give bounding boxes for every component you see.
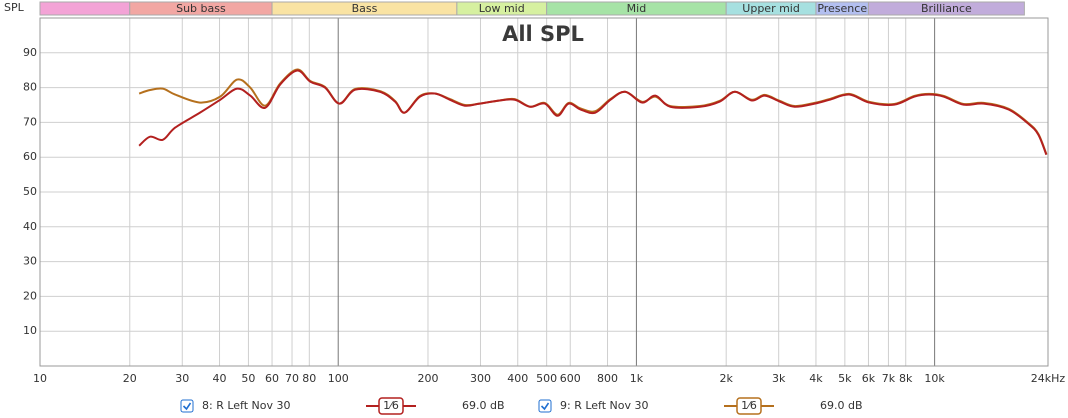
y-tick-label: 20 [23, 289, 37, 302]
band-label: Sub bass [176, 2, 226, 15]
legend-name: 8: R Left Nov 30 [202, 399, 291, 412]
x-tick-label: 5k [838, 372, 852, 385]
y-tick-label: 90 [23, 46, 37, 59]
checkbox-box[interactable] [180, 399, 194, 413]
legend-name: 9: R Left Nov 30 [560, 399, 649, 412]
y-tick-label: 50 [23, 185, 37, 198]
band-label: Low mid [479, 2, 525, 15]
x-tick-label: 200 [417, 372, 438, 385]
checkbox-box[interactable] [538, 399, 552, 413]
x-tick-label: 100 [328, 372, 349, 385]
band-bar: Sub bass Bass Low mid Mid Upper mid Presence B… [39, 1, 1025, 16]
series-checkbox[interactable] [180, 399, 194, 413]
smoothing-label: 1⁄6 [741, 399, 757, 412]
x-tick-label: 24kHz [1031, 372, 1066, 385]
x-tick-label: 1k [630, 372, 644, 385]
checkbox-check[interactable] [182, 402, 192, 411]
x-tick-label: 30 [175, 372, 189, 385]
band [39, 1, 131, 16]
y-tick-label: 30 [23, 255, 37, 268]
chart-title: All SPL [502, 22, 584, 46]
x-tick-label: 8k [899, 372, 913, 385]
x-tick-label: 6k [862, 372, 876, 385]
level-label: 69.0 dB [820, 399, 863, 412]
band [867, 1, 1025, 16]
x-tick-label: 50 [241, 372, 255, 385]
smoothing-box [736, 397, 762, 415]
x-tick-label: 4k [809, 372, 823, 385]
smoothing-box [378, 397, 404, 415]
x-tick-label: 500 [536, 372, 557, 385]
x-tick-label: 3k [772, 372, 786, 385]
smoothing-label: 1⁄6 [383, 399, 399, 412]
x-tick-label: 400 [507, 372, 528, 385]
x-tick-label: 10k [924, 372, 945, 385]
band-label: Presence [817, 2, 867, 15]
plot-frame [39, 17, 1049, 367]
y-tick-label: 80 [23, 81, 37, 94]
grid [39, 18, 1049, 366]
x-tick-label: 300 [470, 372, 491, 385]
band-label: Mid [627, 2, 647, 15]
y-tick-label: 40 [23, 220, 37, 233]
x-tick-label: 20 [123, 372, 137, 385]
y-tick-label: 10 [23, 324, 37, 337]
y-axis-label: SPL [4, 1, 25, 14]
x-tick-label: 2k [719, 372, 733, 385]
series-checkbox[interactable] [538, 399, 552, 413]
band-label: Bass [352, 2, 378, 15]
legend: 8: R Left Nov 30 1⁄6 69.0 dB 9: R Left Nov … [180, 397, 863, 415]
level-label: 69.0 dB [462, 399, 505, 412]
x-tick-label: 40 [213, 372, 227, 385]
x-tick-label: 60 [265, 372, 279, 385]
band-label: Brilliance [921, 2, 972, 15]
x-tick-label: 80 [302, 372, 316, 385]
x-tick-label: 10 [33, 372, 47, 385]
x-tick-label: 70 [285, 372, 299, 385]
curves [138, 68, 1048, 156]
y-tick-label: 60 [23, 150, 37, 163]
y-tick-label: 70 [23, 115, 37, 128]
series-line [138, 69, 1048, 156]
checkbox-check[interactable] [540, 402, 550, 411]
x-tick-label: 7k [882, 372, 896, 385]
x-tick-label: 800 [597, 372, 618, 385]
band-label: Upper mid [742, 2, 800, 15]
x-tick-label: 600 [560, 372, 581, 385]
